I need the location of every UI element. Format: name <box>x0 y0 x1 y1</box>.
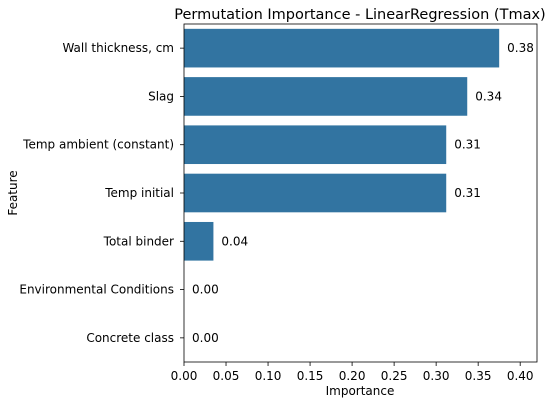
bars-layer: 0.38 0.34 0.31 0.31 0.04 0.00 0.00 <box>184 28 534 345</box>
x-tick-label: 0.25 <box>381 369 408 383</box>
y-tick-label: Concrete class <box>86 331 174 345</box>
x-tick-label: 0.00 <box>171 369 198 383</box>
x-tick-label: 0.35 <box>465 369 492 383</box>
y-tick-label: Environmental Conditions <box>19 283 174 297</box>
y-tick-label: Temp ambient (constant) <box>22 138 174 152</box>
x-axis-label: Importance <box>326 384 395 398</box>
bar-0 <box>184 28 500 68</box>
x-tick-label: 0.20 <box>339 369 366 383</box>
plot-frame <box>183 23 538 363</box>
bar-2 <box>184 125 447 165</box>
bar-value-label: 0.31 <box>454 138 481 152</box>
x-tick-label: 0.40 <box>507 369 534 383</box>
bar-value-label: 0.34 <box>475 89 502 103</box>
x-tick-label: 0.05 <box>213 369 240 383</box>
bar-value-label: 0.00 <box>192 331 219 345</box>
y-tick-label: Total binder <box>103 234 174 248</box>
bar-value-label: 0.31 <box>454 186 481 200</box>
y-tick-label: Wall thickness, cm <box>62 41 174 55</box>
y-tick-label: Slag <box>148 89 174 103</box>
bar-value-label: 0.04 <box>221 234 248 248</box>
x-tick-label: 0.30 <box>423 369 450 383</box>
bar-1 <box>184 77 468 116</box>
chart-title: Permutation Importance - LinearRegressio… <box>174 7 545 23</box>
bar-value-label: 0.00 <box>192 283 219 297</box>
x-tick-label: 0.10 <box>255 369 282 383</box>
axes-layer: Wall thickness, cm Slag Temp ambient (cons… <box>19 23 538 383</box>
bar-4 <box>184 221 214 261</box>
bar-value-label: 0.38 <box>507 41 534 55</box>
y-tick-label: Temp initial <box>104 186 174 200</box>
x-tick-label: 0.15 <box>297 369 324 383</box>
bar-3 <box>184 173 447 213</box>
y-axis-label: Feature <box>6 170 20 215</box>
